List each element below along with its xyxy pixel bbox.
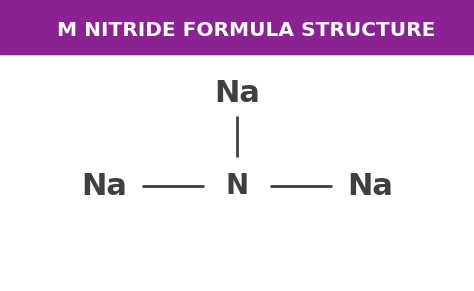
FancyBboxPatch shape xyxy=(0,0,474,55)
Text: N: N xyxy=(226,172,248,200)
Text: M NITRIDE FORMULA STRUCTURE: M NITRIDE FORMULA STRUCTURE xyxy=(57,21,436,40)
Text: Na: Na xyxy=(214,79,260,108)
Text: Na: Na xyxy=(347,172,392,201)
Text: Na: Na xyxy=(82,172,127,201)
Bar xyxy=(0,0,474,35)
Bar xyxy=(0,39,2,55)
